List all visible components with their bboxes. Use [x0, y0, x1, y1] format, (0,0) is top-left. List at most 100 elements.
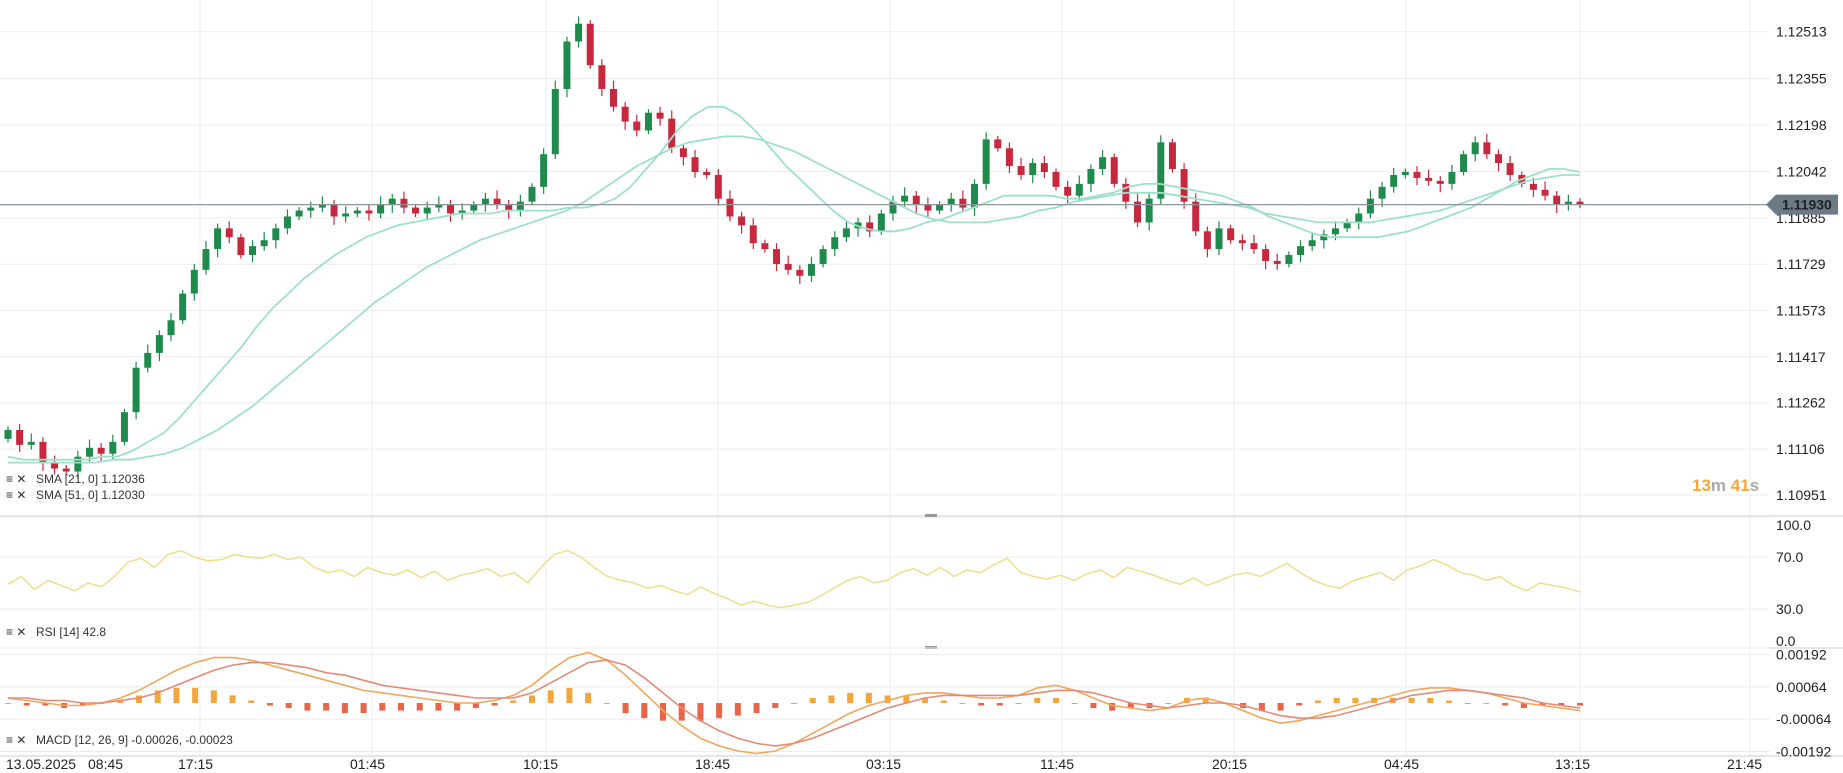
macd-histogram-bar — [491, 703, 498, 706]
candle-body — [330, 204, 338, 217]
macd-histogram-bar — [1577, 703, 1583, 706]
candle-body — [342, 213, 350, 217]
candle-body — [39, 441, 47, 463]
candle-body — [214, 228, 222, 250]
macd-histogram-bar — [753, 703, 760, 714]
macd-tick-label: -0.00064 — [1776, 711, 1831, 727]
macd-histogram-bar — [1446, 700, 1452, 703]
macd-histogram-bar — [360, 703, 367, 714]
candle-body — [1052, 172, 1060, 187]
macd-histogram-bar — [1053, 697, 1059, 703]
candle-body — [412, 207, 420, 214]
candle-body — [1529, 183, 1537, 190]
macd-histogram-bar — [585, 692, 592, 703]
candle-body — [1110, 157, 1118, 184]
legend-controls: ≡ ✕ — [6, 488, 26, 502]
candle-body — [202, 249, 210, 270]
candle-body — [1553, 195, 1561, 205]
candle-body — [470, 204, 478, 211]
candle-body — [190, 269, 198, 294]
macd-histogram-bar — [716, 703, 723, 719]
candle-body — [388, 198, 396, 205]
candle-body — [1436, 180, 1444, 184]
candle-body — [598, 65, 606, 89]
countdown-part: s — [1750, 476, 1759, 495]
macd-histogram-bar — [603, 703, 610, 704]
candle-body — [27, 441, 35, 445]
candle-body — [784, 263, 792, 270]
macd-histogram-bar — [1015, 703, 1022, 704]
candle-body — [295, 210, 303, 217]
x-tick-label: 17:15 — [178, 756, 213, 772]
macd-histogram-bar — [304, 703, 311, 711]
macd-histogram-bar — [1333, 697, 1340, 703]
candle-body — [51, 462, 59, 469]
candle-body — [656, 112, 664, 119]
macd-histogram-bar — [173, 687, 180, 703]
candle-body — [1390, 174, 1398, 187]
signal-line — [8, 659, 1581, 747]
macd-histogram-bar — [884, 695, 891, 703]
macd-histogram-bar — [1296, 703, 1303, 706]
candle-body — [97, 447, 105, 454]
candle-body — [132, 367, 140, 413]
candle-body — [120, 412, 128, 442]
candle-body — [1576, 201, 1584, 205]
candle-body — [1157, 142, 1165, 199]
macd-histogram-bar — [510, 700, 517, 703]
x-tick-label: 13:15 — [1555, 756, 1590, 772]
macd-histogram-bar — [323, 703, 330, 711]
candle-body — [16, 430, 24, 445]
legend-controls: ≡ ✕ — [6, 733, 26, 747]
candle-body — [516, 201, 524, 211]
macd-histogram-bar — [791, 703, 797, 704]
macd-histogram-bar — [1109, 703, 1116, 711]
x-tick-label: 20:15 — [1212, 756, 1247, 772]
macd-histogram-bar — [772, 703, 779, 709]
candle-body — [796, 269, 804, 276]
last-price-tag — [1766, 194, 1838, 215]
countdown-part: 41 — [1726, 476, 1750, 495]
candle-body — [1564, 201, 1572, 205]
sma-line-0 — [7, 105, 1581, 461]
macd-histogram-bar — [1277, 703, 1284, 711]
last-price-label: 1.11930 — [1782, 197, 1832, 213]
candle-body — [1215, 228, 1223, 250]
macd-histogram-bar — [1090, 703, 1097, 709]
macd-histogram-bar — [1165, 703, 1172, 704]
macd-histogram-bar — [210, 690, 217, 703]
candle-body — [1168, 142, 1176, 170]
candle-body — [1541, 189, 1549, 196]
candle-body — [1366, 198, 1374, 214]
candle-body — [1355, 213, 1363, 223]
macd-histogram-bar — [416, 703, 423, 711]
x-tick-label: 18:45 — [695, 756, 730, 772]
rsi-tick-label: 0.0 — [1776, 633, 1796, 649]
macd-histogram-bar — [678, 703, 685, 721]
candle-body — [994, 139, 1002, 149]
macd-histogram-bar — [809, 697, 816, 703]
macd-histogram-bar — [978, 703, 985, 706]
countdown-timer: 13m 41s — [1692, 476, 1759, 495]
legend-controls: ≡ ✕ — [6, 472, 26, 486]
sma-legend-label: SMA [51, 0] 1.12030 — [36, 488, 145, 502]
candle-body — [551, 88, 559, 155]
macd-histogram-bar — [641, 703, 648, 719]
candle-body — [575, 23, 583, 42]
candle-body — [109, 441, 117, 454]
candle-body — [970, 183, 978, 208]
candle-body — [912, 195, 920, 205]
candle-body — [1040, 163, 1048, 172]
macd-histogram-bar — [828, 695, 835, 703]
candle-body — [1506, 163, 1514, 175]
candle-body — [738, 216, 746, 226]
macd-histogram-bar — [248, 700, 255, 703]
macd-histogram-bar — [192, 687, 199, 703]
candle-body — [761, 243, 769, 250]
macd-histogram-bar — [847, 692, 854, 703]
macd-histogram-bar — [622, 703, 629, 714]
price-tick-label: 1.11573 — [1776, 302, 1826, 318]
macd-histogram-bar — [1315, 700, 1321, 703]
